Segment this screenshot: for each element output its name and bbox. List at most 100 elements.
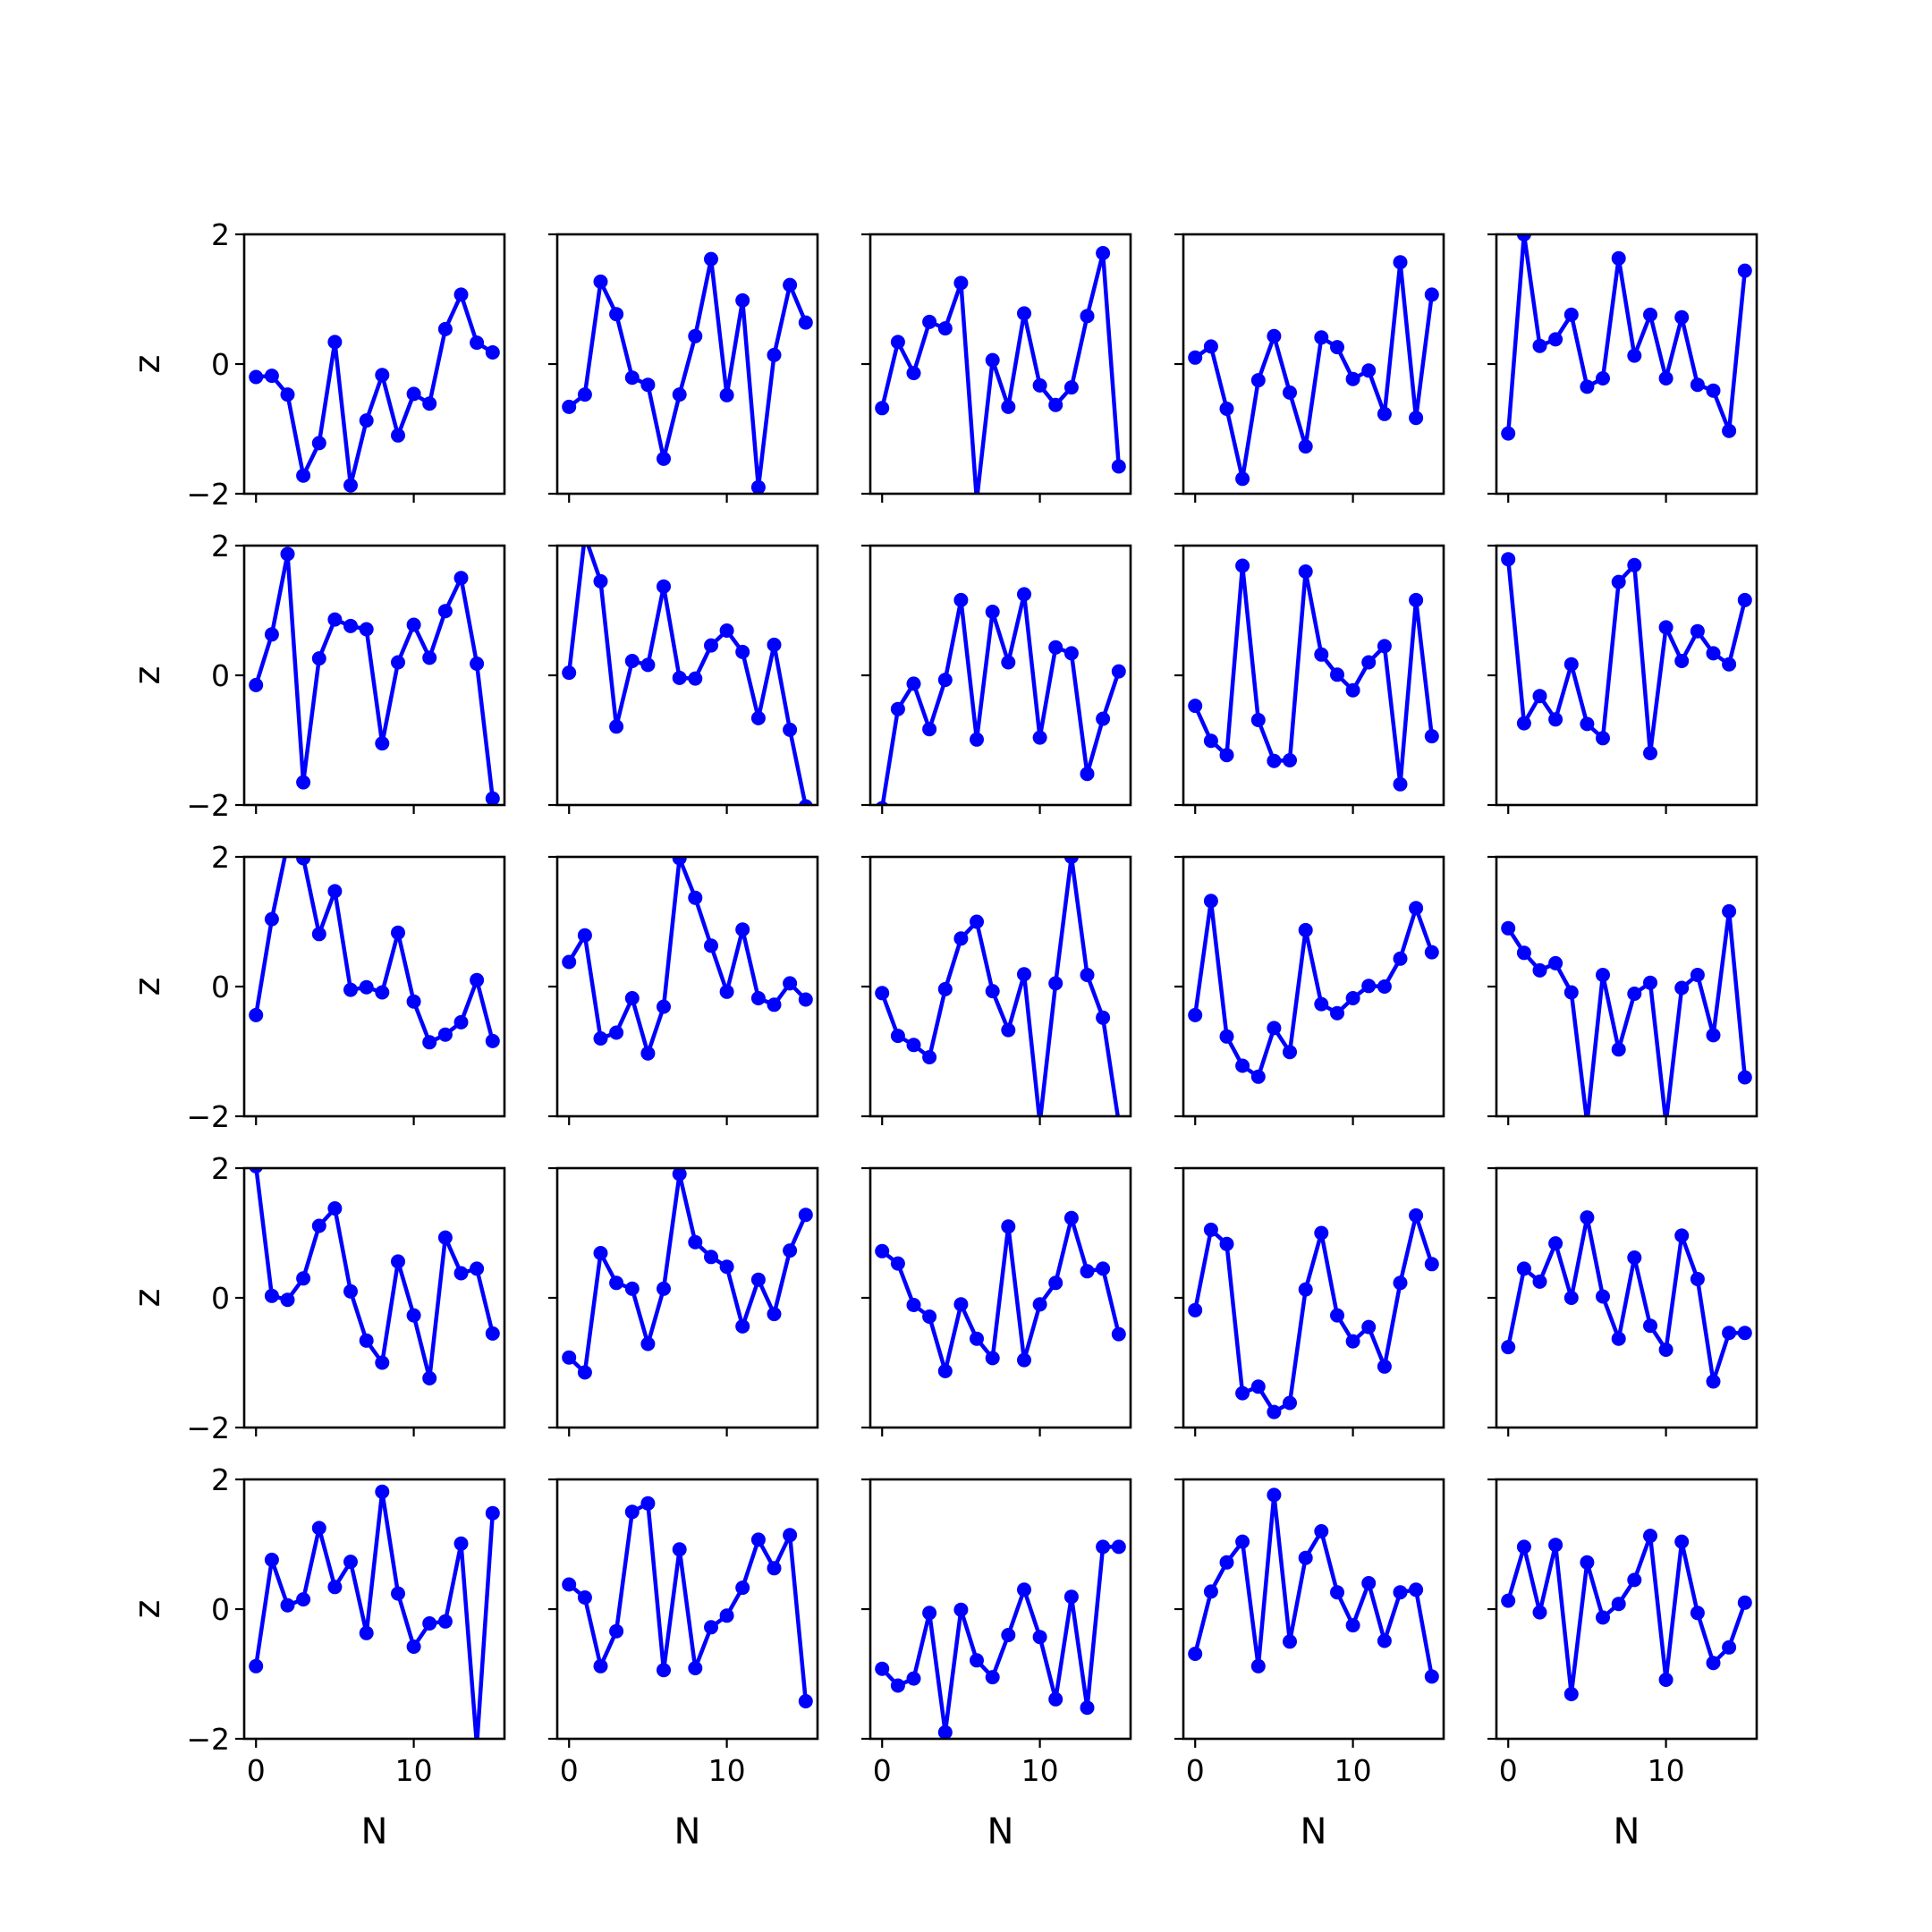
data-point — [1080, 767, 1095, 782]
data-point — [985, 352, 1000, 368]
data-point — [327, 335, 343, 350]
data-point — [249, 1168, 263, 1174]
data-point — [1548, 1538, 1563, 1553]
y-tick-label: −2 — [186, 1411, 230, 1445]
data-point — [343, 478, 358, 493]
data-point — [1330, 1005, 1344, 1021]
data-point — [688, 890, 703, 905]
data-point — [406, 1308, 421, 1323]
data-point — [1330, 1585, 1344, 1600]
data-point — [1627, 348, 1642, 363]
data-point — [296, 775, 311, 790]
data-point — [1377, 1359, 1392, 1374]
data-point — [327, 884, 343, 899]
series-group — [875, 1210, 1126, 1378]
data-point — [704, 938, 718, 953]
data-point — [1722, 423, 1737, 438]
subplot-frame — [1495, 544, 1758, 807]
data-point — [264, 369, 279, 384]
series-line — [567, 857, 808, 1055]
data-point — [311, 436, 326, 451]
data-point — [937, 321, 953, 336]
series-group — [562, 1496, 813, 1708]
series-group — [562, 546, 813, 805]
data-point — [672, 670, 687, 685]
data-point — [280, 387, 295, 402]
data-point — [735, 644, 750, 659]
data-point — [1063, 646, 1079, 661]
data-point — [311, 651, 326, 666]
data-point — [562, 1577, 577, 1592]
data-point — [1596, 731, 1610, 746]
data-point — [750, 710, 766, 725]
data-point — [1298, 922, 1313, 937]
data-point — [453, 1266, 469, 1281]
series-line — [880, 592, 1121, 805]
data-point — [1361, 363, 1377, 378]
data-point — [359, 413, 374, 428]
data-point — [1377, 979, 1392, 994]
data-point — [1548, 955, 1563, 970]
data-point — [1658, 1673, 1674, 1687]
data-point — [311, 1521, 326, 1536]
data-point — [1096, 1261, 1111, 1276]
data-point — [1409, 901, 1424, 916]
subplot-r5-c1: −2 0 2 0 10 z N — [127, 1462, 506, 1852]
data-point — [249, 1007, 264, 1022]
data-point — [1690, 1606, 1705, 1621]
data-point — [473, 1738, 480, 1739]
data-point — [906, 366, 921, 381]
data-point — [1563, 1291, 1579, 1305]
data-point — [1643, 1318, 1657, 1334]
data-point — [485, 1033, 500, 1048]
data-point — [1345, 991, 1360, 1005]
data-point — [906, 1298, 921, 1312]
data-point — [1017, 1352, 1031, 1368]
data-point — [1643, 746, 1657, 760]
series-line — [1506, 909, 1748, 1116]
data-point — [1501, 920, 1516, 936]
data-point — [1722, 903, 1737, 919]
series-group — [875, 857, 1123, 1116]
subplot-r4-c1: −2 0 2 z — [127, 1151, 506, 1445]
data-point — [1393, 1275, 1408, 1291]
series-line — [1192, 899, 1434, 1080]
data-point — [327, 1201, 343, 1216]
data-point — [1063, 1210, 1079, 1225]
data-point — [1250, 1658, 1266, 1674]
data-point — [422, 1370, 437, 1385]
subplot-frame — [242, 233, 506, 496]
data-point — [1048, 640, 1063, 655]
data-point — [1080, 309, 1095, 324]
data-point — [391, 655, 405, 670]
data-point — [1722, 657, 1737, 672]
x-axis-label: N — [987, 1811, 1014, 1852]
subplot-frame — [1182, 1478, 1445, 1741]
x-tick-label: 10 — [1335, 1753, 1372, 1788]
data-point — [719, 1608, 734, 1623]
subplot-frame — [1495, 233, 1758, 496]
series-group — [562, 1168, 813, 1380]
data-point — [1235, 558, 1250, 573]
data-point — [593, 274, 608, 289]
data-point — [327, 1580, 343, 1595]
data-point — [937, 673, 953, 688]
data-point — [657, 451, 671, 466]
data-point — [1548, 1236, 1563, 1251]
data-point — [735, 1580, 750, 1596]
data-point — [1111, 1539, 1126, 1555]
y-tick-label: 0 — [211, 1592, 230, 1627]
data-point — [624, 1504, 640, 1520]
data-point — [1283, 1045, 1297, 1060]
data-point — [375, 368, 390, 383]
data-point — [970, 914, 984, 929]
data-point — [1532, 338, 1547, 353]
data-point — [1235, 471, 1250, 487]
data-point — [280, 547, 295, 562]
data-point — [1250, 1069, 1266, 1084]
data-point — [1096, 1539, 1111, 1555]
data-point — [1516, 234, 1531, 242]
data-point — [640, 1496, 656, 1511]
data-point — [437, 604, 453, 619]
series-group — [1188, 255, 1439, 487]
